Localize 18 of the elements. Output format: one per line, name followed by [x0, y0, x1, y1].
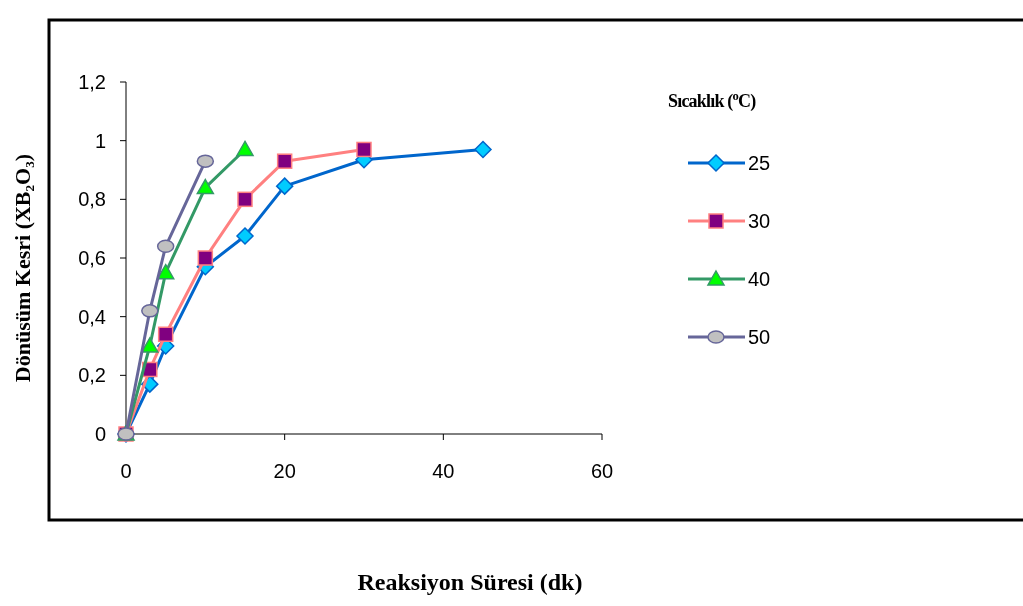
y-tick-label: 0,2: [78, 364, 106, 387]
x-tick-label: 60: [590, 460, 614, 482]
y-tick-label: 0,4: [78, 305, 106, 328]
x-tick-label: 40: [432, 460, 455, 482]
legend-title: Sıcaklık ($^{o}$C): [668, 89, 757, 112]
legend-label: 25: [748, 152, 771, 174]
x-axis-title: Reaksiyon Süresi (dk): [357, 569, 583, 595]
legend-label: 40: [748, 268, 771, 290]
legend-label: 30: [748, 210, 771, 232]
x-tick-label: 20: [273, 460, 296, 482]
y-tick-label: 0: [94, 423, 106, 445]
x-tick-label: 0: [120, 460, 132, 482]
y-tick-label: 0,6: [78, 247, 106, 269]
y-axis-title: Dönüsüm Kesri (XB₂O₃): [10, 153, 35, 383]
y-tick-label: 1,2: [78, 71, 106, 93]
y-tick-label: 0,8: [78, 188, 106, 211]
y-tick-label: 1: [94, 129, 106, 152]
legend-label: 50: [748, 326, 771, 348]
